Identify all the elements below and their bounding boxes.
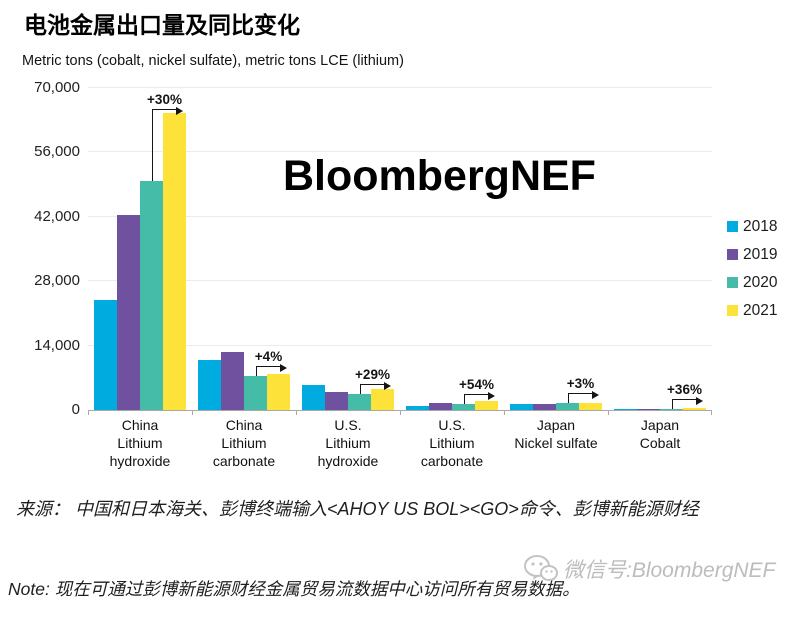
legend: 2018 2019 2020 2021 [727,218,777,330]
legend-item-2021: 2021 [727,302,777,319]
bloombergnef-watermark: BloombergNEF [283,152,596,200]
legend-label: 2020 [743,273,778,291]
legend-label: 2018 [743,217,778,235]
wechat-icon [524,555,558,581]
x-tick [400,410,401,415]
yoy-change-label: +29% [355,366,390,382]
yoy-arrowhead [487,392,495,401]
y-tick-label: 14,000 [34,336,80,354]
legend-item-2020: 2020 [727,274,777,291]
bar-2019-group1 [117,214,140,410]
bar-group [608,88,712,410]
y-tick-label: 42,000 [34,207,80,225]
chart-subtitle: Metric tons (cobalt, nickel sulfate), me… [22,53,404,69]
yoy-change-label: +36% [667,381,702,397]
yoy-arrow [671,398,698,409]
bar-2019-group3 [325,392,348,410]
note-text: Note: 现在可通过彭博新能源财经金属贸易流数据中心访问所有贸易数据。 [8,579,580,599]
wechat-watermark-text: 微信号:BloombergNEF [563,559,776,582]
yoy-change-label: +4% [254,348,283,364]
bar-2019-group2 [221,352,244,410]
bar-2020-group6 [660,408,683,410]
x-tick [192,410,193,415]
yoy-change-label: +54% [459,377,494,393]
bar-group [192,88,296,410]
bar-2018-group6 [614,408,637,410]
legend-item-2019: 2019 [727,246,777,263]
y-axis: 0 14,000 28,000 42,000 56,000 70,000 [0,79,80,418]
yoy-arrow [359,383,386,394]
x-axis-label: China Lithium hydroxide [109,417,171,470]
bar-2020-group4 [452,404,475,410]
bar-2021-group3 [371,389,394,410]
yoy-arrow [463,394,490,405]
yoy-change-label: +30% [147,91,182,107]
bar-2019-group6 [637,408,660,410]
legend-swatch-2018 [727,221,738,232]
bar-2021-group2 [267,374,290,410]
x-axis-label: U.S. Lithium carbonate [420,417,484,470]
bar-2020-group2 [244,375,267,410]
bar-2020-group5 [556,403,579,410]
yoy-arrowhead [591,391,599,400]
bar-2018-group2 [198,360,221,410]
bar-2019-group4 [429,403,452,410]
y-tick-label: 70,000 [34,79,80,96]
bar-2018-group3 [302,385,325,410]
bar-2020-group1 [140,181,163,410]
bar-2018-group4 [406,405,429,410]
gridline [88,280,712,282]
legend-label: 2021 [743,301,778,319]
yoy-arrowhead [695,396,703,405]
gridline [88,151,712,153]
bar-group [88,88,192,410]
bar-2021-group6 [683,408,706,410]
bar-2021-group1 [163,112,186,410]
legend-item-2018: 2018 [727,218,777,235]
yoy-arrow [255,365,282,376]
yoy-arrow [567,393,594,404]
legend-swatch-2020 [727,277,738,288]
gridline [88,215,712,217]
gridline [88,344,712,346]
x-tick [711,410,712,415]
bar-2021-group4 [475,400,498,410]
yoy-arrowhead [383,381,391,390]
x-tick [504,410,505,415]
bar-group [296,88,400,410]
bar-2019-group5 [533,403,556,410]
plot-area: BloombergNEF +30% +4% +29% +54% +3% +36% [88,87,712,415]
x-tick [608,410,609,415]
page-title: 电池金属出口量及同比变化 [24,12,300,38]
bar-2021-group5 [579,403,602,410]
source-text: 来源： 中国和日本海关、彭博终端输入<AHOY US BOL><GO>命令、彭博… [16,499,699,519]
gridline [88,87,712,88]
legend-swatch-2019 [727,249,738,260]
x-axis-label: U.S. Lithium hydroxide [317,417,379,470]
bar-group [504,88,608,410]
yoy-arrowhead [175,106,183,115]
y-tick-label: 56,000 [34,143,80,161]
yoy-arrowhead [279,363,287,372]
wechat-watermark: 微信号:BloombergNEF [524,554,775,584]
y-tick-label: 28,000 [34,272,80,290]
bar-2018-group5 [510,403,533,410]
x-axis-label: China Lithium carbonate [212,417,276,470]
yoy-change-label: +3% [566,376,595,392]
legend-swatch-2021 [727,305,738,316]
bar-2020-group3 [348,393,371,410]
x-tick [88,410,89,415]
x-tick [296,410,297,415]
x-axis-label: Japan Cobalt [639,417,681,452]
legend-label: 2019 [743,245,778,263]
y-tick-label: 0 [71,401,80,418]
yoy-arrow [151,108,178,182]
bar-2018-group1 [94,299,117,410]
bar-group [400,88,504,410]
x-axis-label: Japan Nickel sulfate [514,417,598,452]
